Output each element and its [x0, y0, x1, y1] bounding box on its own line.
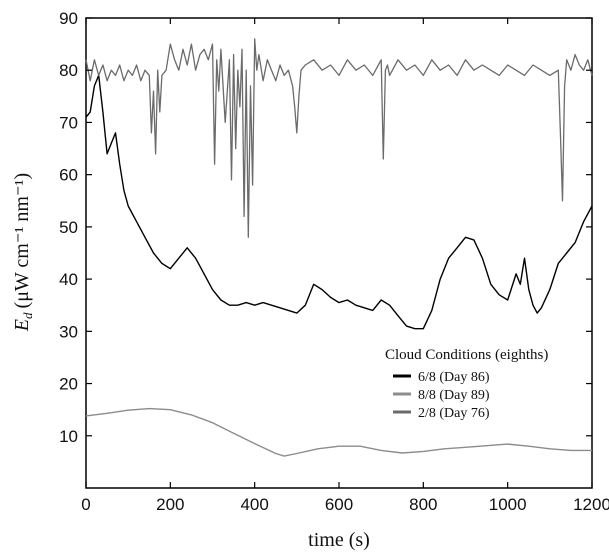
plot-border — [85, 17, 593, 489]
svg-text:Ed(μW cm⁻¹ nm⁻¹): Ed (μW cm⁻¹ nm⁻¹) — [11, 173, 35, 332]
y-tick-label: 80 — [59, 61, 78, 80]
y-tick-label: 30 — [59, 322, 78, 341]
x-tick-label: 1200 — [573, 495, 609, 514]
y-axis-label-symbol: E — [11, 319, 33, 332]
ticks-layer: 0 200 400 600 800 1000 1200 10 20 30 40 50 60 70 80 90 — [59, 9, 609, 514]
legend-label-1: 6/8 (Day 86) — [418, 370, 490, 385]
x-tick-label: 600 — [325, 495, 353, 514]
legend-title: Cloud Conditions (eighths) — [385, 347, 548, 363]
plot-frame — [85, 17, 593, 489]
x-tick-label: 200 — [156, 495, 184, 514]
x-tick-label: 800 — [409, 495, 437, 514]
y-tick-label: 20 — [59, 375, 78, 394]
y-tick-label: 70 — [59, 113, 78, 132]
y-axis-label-units: (μW cm⁻¹ nm⁻¹) — [11, 173, 33, 309]
x-tick-label: 1000 — [489, 495, 527, 514]
legend-label-2: 8/8 (Day 89) — [418, 388, 490, 403]
y-tick-label: 40 — [59, 270, 78, 289]
y-tick-label: 10 — [59, 427, 78, 446]
series-line-2 — [85, 407, 592, 457]
y-axis-label: Ed (μW cm⁻¹ nm⁻¹) — [11, 173, 35, 332]
legend: Cloud Conditions (eighths) 6/8 (Day 86) 8… — [385, 347, 548, 421]
series-layer — [85, 38, 593, 457]
x-axis-label: time (s) — [308, 529, 370, 551]
x-tick-label: 0 — [81, 495, 90, 514]
series-line-3 — [85, 38, 593, 238]
x-tick-label: 400 — [240, 495, 268, 514]
y-tick-label: 60 — [59, 166, 78, 185]
y-tick-label: 90 — [59, 9, 78, 28]
y-axis-label-subscript: d — [20, 312, 35, 319]
series-line-1 — [85, 74, 593, 330]
legend-label-3: 2/8 (Day 76) — [418, 406, 490, 421]
y-tick-label: 50 — [59, 218, 78, 237]
